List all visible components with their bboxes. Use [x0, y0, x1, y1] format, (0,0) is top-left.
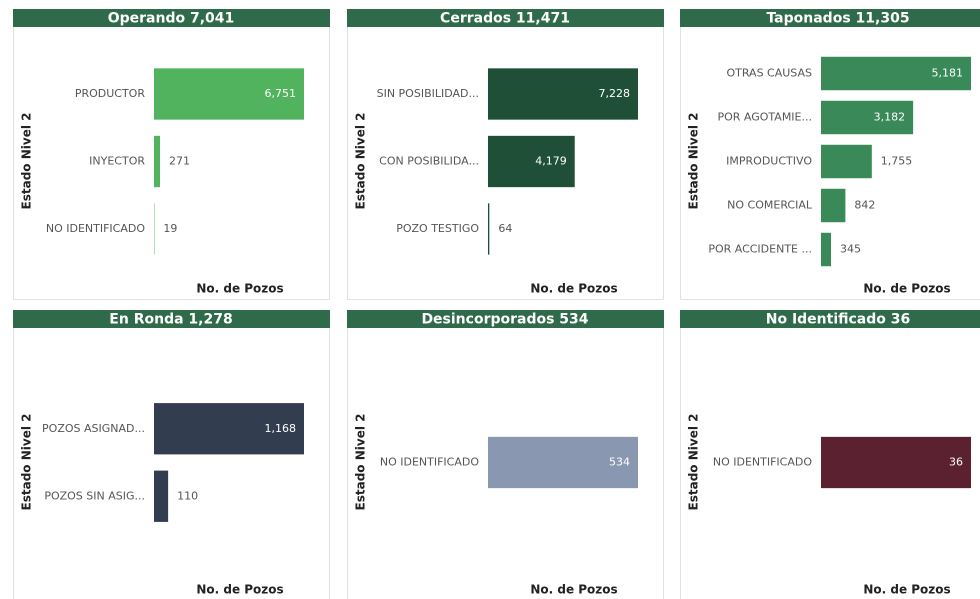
title-bar	[13, 9, 330, 27]
category-label: PRODUCTOR	[75, 87, 146, 100]
y-axis-title: Estado Nivel 2	[354, 414, 368, 511]
category-label: NO IDENTIFICADO	[46, 222, 145, 235]
category-label: POZOS SIN ASIG...	[44, 489, 145, 502]
value-label: 7,228	[599, 87, 631, 100]
x-axis-title: No. de Pozos	[196, 282, 283, 296]
panel	[13, 310, 330, 599]
category-label: NO IDENTIFICADO	[713, 456, 812, 469]
y-axis-title: Estado Nivel 2	[20, 414, 34, 511]
bar	[154, 403, 304, 455]
y-axis-title: Estado Nivel 2	[20, 113, 34, 210]
bar	[821, 56, 971, 91]
x-axis-title: No. de Pozos	[863, 282, 950, 296]
chart-title: No Identificado 36	[766, 312, 911, 328]
value-label: 534	[609, 456, 630, 469]
value-label: 19	[163, 222, 177, 235]
bar	[488, 135, 575, 188]
bar	[154, 470, 169, 522]
value-label: 1,755	[881, 155, 913, 168]
bar	[821, 232, 831, 267]
value-label: 4,179	[535, 155, 567, 168]
chart-title: Cerrados 11,471	[440, 11, 570, 27]
panel	[13, 9, 330, 300]
bar	[488, 68, 638, 120]
chart-title: En Ronda 1,278	[109, 312, 232, 328]
value-label: 1,168	[265, 422, 297, 435]
y-axis-title: Estado Nivel 2	[687, 113, 701, 210]
title-bar	[347, 310, 664, 328]
value-label: 110	[177, 489, 198, 502]
value-label: 36	[949, 456, 963, 469]
y-axis-title: Estado Nivel 2	[687, 414, 701, 511]
x-axis-title: No. de Pozos	[863, 583, 950, 597]
bar	[821, 144, 872, 179]
category-label: POZOS ASIGNAD...	[42, 422, 145, 435]
value-label: 271	[169, 155, 190, 168]
bar	[821, 436, 971, 489]
category-label: NO IDENTIFICADO	[380, 456, 479, 469]
x-axis-title: No. de Pozos	[530, 282, 617, 296]
value-label: 64	[498, 222, 512, 235]
bar	[154, 135, 161, 188]
category-label: IMPRODUCTIVO	[726, 155, 812, 168]
title-bar	[347, 9, 664, 27]
bar	[821, 100, 914, 135]
category-label: CON POSIBILIDA...	[379, 155, 479, 168]
panel	[347, 9, 664, 300]
bar	[154, 68, 304, 120]
chart-title: Operando 7,041	[108, 11, 235, 27]
category-label: POR AGOTAMIE...	[717, 111, 812, 124]
chart-title: Desincorporados 534	[421, 312, 588, 328]
x-axis-title: No. de Pozos	[530, 583, 617, 597]
category-label: SIN POSIBILIDAD...	[377, 87, 479, 100]
category-label: OTRAS CAUSAS	[726, 67, 812, 80]
category-label: POR ACCIDENTE ...	[708, 243, 812, 256]
category-label: NO COMERCIAL	[727, 199, 813, 212]
title-bar	[680, 310, 980, 328]
value-label: 5,181	[932, 67, 964, 80]
title-bar	[13, 310, 330, 328]
title-bar	[680, 9, 980, 27]
y-axis-title: Estado Nivel 2	[354, 113, 368, 210]
value-label: 842	[854, 199, 875, 212]
value-label: 3,182	[874, 111, 906, 124]
x-axis-title: No. de Pozos	[196, 583, 283, 597]
bar	[488, 436, 638, 489]
bar	[488, 203, 490, 255]
value-label: 6,751	[265, 87, 297, 100]
bar	[821, 188, 846, 223]
chart-title: Taponados 11,305	[766, 11, 909, 27]
category-label: INYECTOR	[89, 155, 145, 168]
category-label: POZO TESTIGO	[396, 222, 479, 235]
value-label: 345	[840, 243, 861, 256]
